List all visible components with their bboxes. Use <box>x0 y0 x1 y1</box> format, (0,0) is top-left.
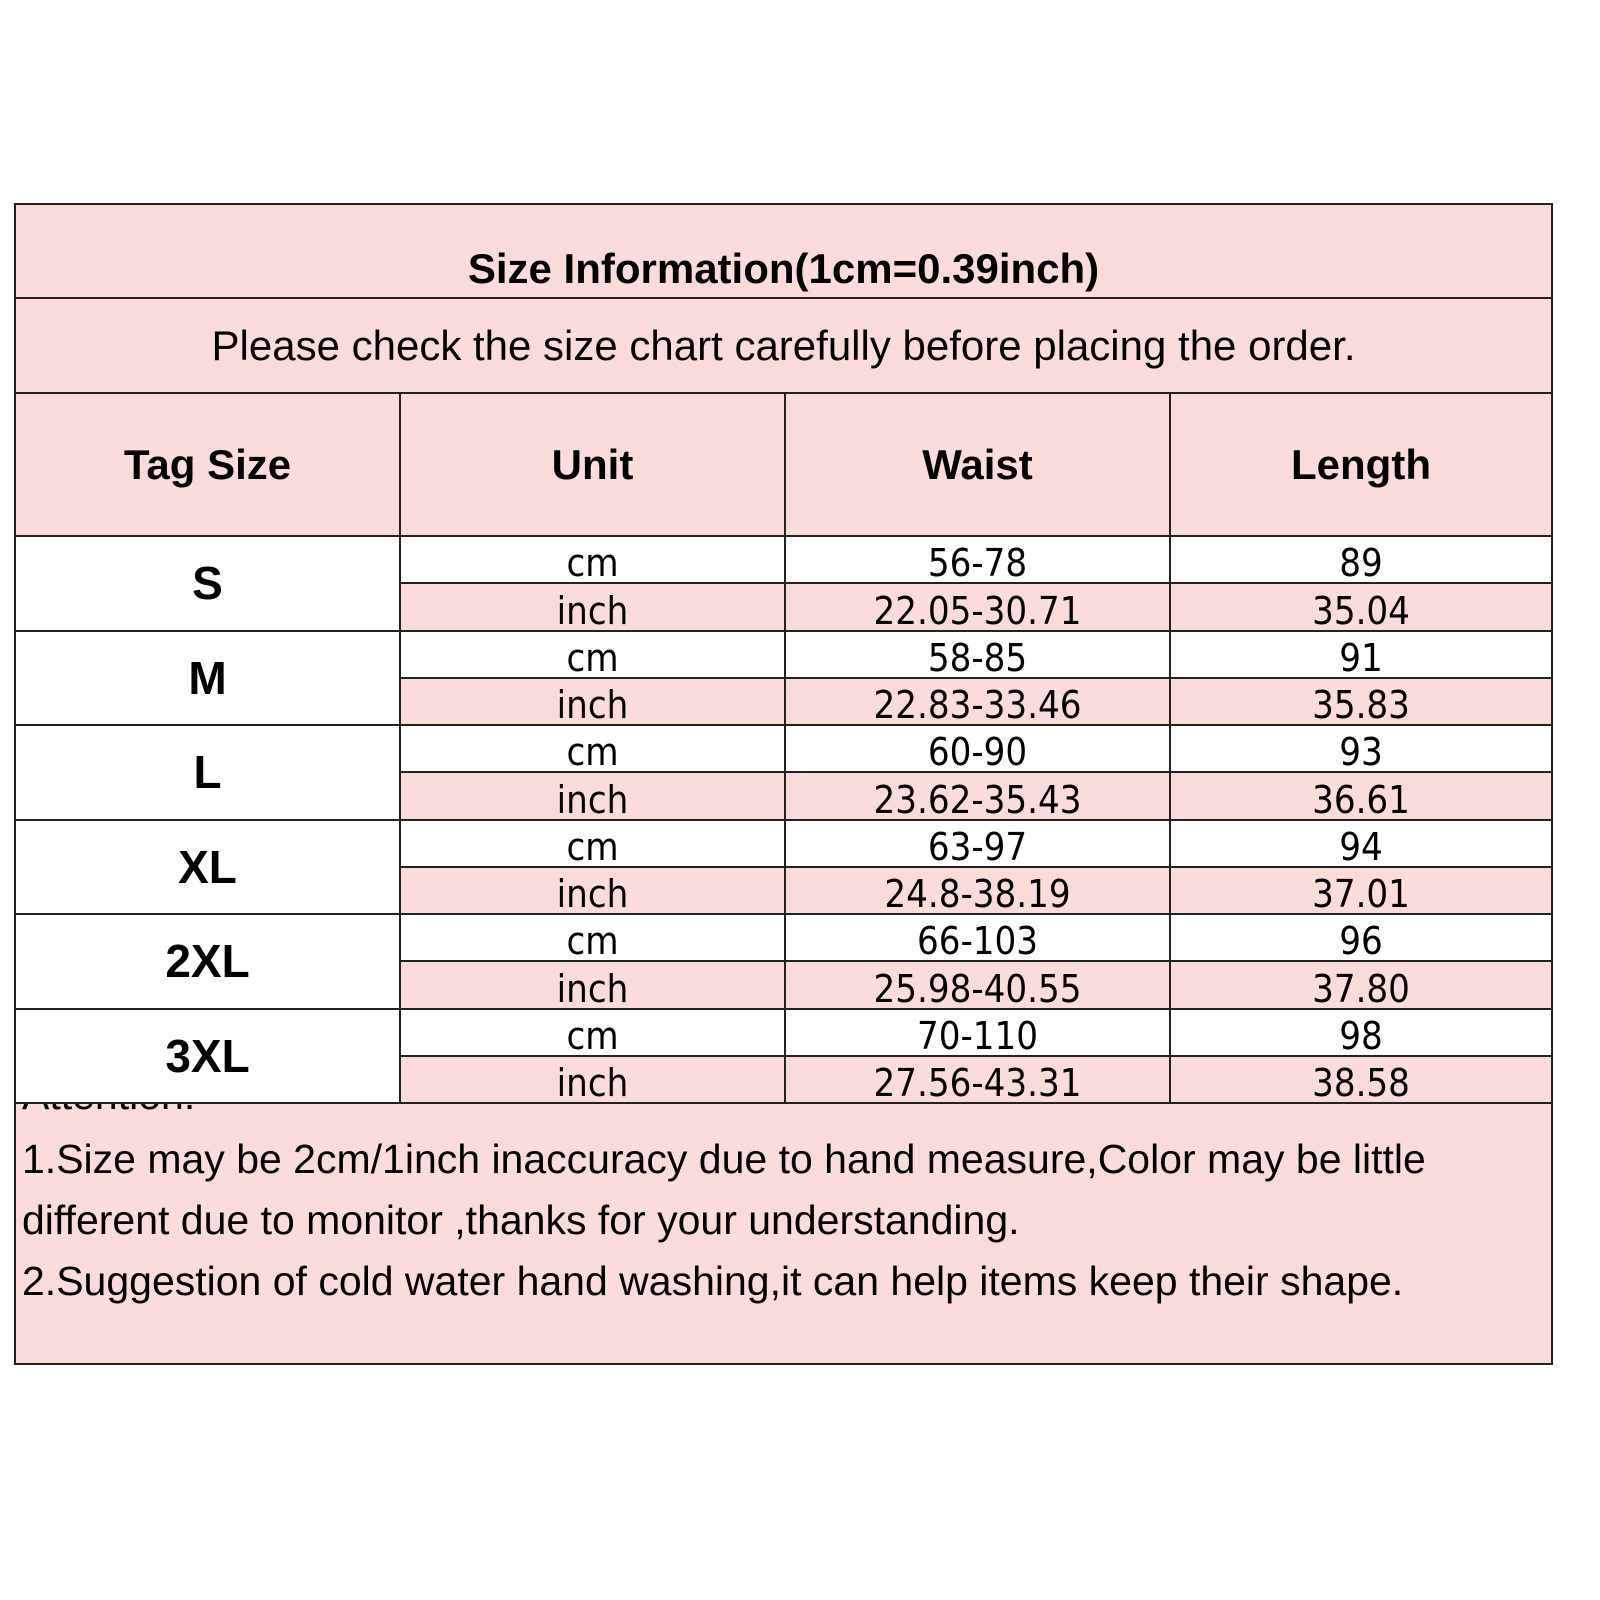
size-row: 3XL cm 70-110 98 inch 27.56-43.31 38.58 <box>16 1009 1551 1104</box>
length-cell: 35.83 <box>1312 683 1410 724</box>
waist-cell: 23.62-35.43 <box>786 773 1171 819</box>
waist-cell: 27.56-43.31 <box>786 1056 1171 1102</box>
waist-cell: 56-78 <box>786 537 1171 583</box>
unit-cell: inch <box>401 867 786 913</box>
table-row-inch: inch 22.05-30.71 35.04 <box>401 584 1551 630</box>
unit-cell: cm <box>401 537 786 583</box>
tag-size: S <box>16 537 401 630</box>
tag-size: XL <box>16 820 401 913</box>
tag-size: M <box>16 631 401 724</box>
unit-cell: inch <box>401 584 786 630</box>
waist-cell: 66-103 <box>786 915 1171 961</box>
size-row: S cm 56-78 89 inch 22.05-30.71 35.04 <box>16 537 1551 632</box>
length-cell: 35.04 <box>1312 588 1410 630</box>
header-unit: Unit <box>401 394 786 535</box>
length-cell: 96 <box>1339 919 1383 961</box>
unit-cell: inch <box>401 962 786 1008</box>
tag-size: L <box>16 726 401 819</box>
length-cell: 38.58 <box>1312 1061 1410 1102</box>
unit-cell: cm <box>401 915 786 961</box>
waist-cell: 22.05-30.71 <box>786 584 1171 630</box>
header-tag-size: Tag Size <box>16 394 401 535</box>
tag-size: 2XL <box>16 915 401 1008</box>
length-cell: 36.61 <box>1312 777 1410 819</box>
unit-cell: inch <box>401 678 786 724</box>
attention-heading: Attention: <box>22 1103 195 1126</box>
length-cell: 91 <box>1339 635 1383 677</box>
table-row-cm: cm 66-103 96 <box>401 915 1551 963</box>
table-row-cm: cm 56-78 89 <box>401 537 1551 585</box>
tag-size: 3XL <box>16 1009 401 1102</box>
header-waist: Waist <box>786 394 1171 535</box>
table-header: Tag Size Unit Waist Length <box>16 394 1551 537</box>
table-row-cm: cm 58-85 91 <box>401 631 1551 679</box>
header-length: Length <box>1291 440 1431 488</box>
table-row-cm: cm 63-97 94 <box>401 820 1551 868</box>
table-row-cm: cm 70-110 98 <box>401 1009 1551 1057</box>
note-item: 2.Suggestion of cold water hand washing,… <box>22 1258 1404 1304</box>
table-row-inch: inch 24.8-38.19 37.01 <box>401 867 1551 913</box>
attention-notes: Attention: 1.Size may be 2cm/1inch inacc… <box>16 1103 1551 1363</box>
waist-cell: 22.83-33.46 <box>786 678 1171 724</box>
table-row-inch: inch 25.98-40.55 37.80 <box>401 962 1551 1008</box>
length-cell: 89 <box>1339 541 1383 583</box>
length-cell: 37.01 <box>1312 872 1410 913</box>
length-cell: 94 <box>1339 824 1383 866</box>
size-row: XL cm 63-97 94 inch 24.8-38.19 37.01 <box>16 820 1551 915</box>
waist-cell: 24.8-38.19 <box>786 867 1171 913</box>
size-table: Tag Size Unit Waist Length S cm 56-78 89… <box>16 394 1551 1104</box>
length-cell: 37.80 <box>1312 966 1410 1008</box>
chart-title: Size Information(1cm=0.39inch) <box>16 205 1551 299</box>
table-row-inch: inch 22.83-33.46 35.83 <box>401 678 1551 724</box>
unit-cell: cm <box>401 726 786 772</box>
unit-cell: cm <box>401 631 786 677</box>
unit-cell: cm <box>401 1009 786 1055</box>
table-row-inch: inch 23.62-35.43 36.61 <box>401 773 1551 819</box>
table-row-inch: inch 27.56-43.31 38.58 <box>401 1056 1551 1102</box>
length-cell: 98 <box>1339 1013 1383 1055</box>
unit-cell: inch <box>401 1056 786 1102</box>
note-item: 1.Size may be 2cm/1inch inaccuracy due t… <box>22 1136 1426 1243</box>
size-row: 2XL cm 66-103 96 inch 25.98-40.55 37.80 <box>16 915 1551 1010</box>
waist-cell: 58-85 <box>786 631 1171 677</box>
unit-cell: cm <box>401 820 786 866</box>
waist-cell: 70-110 <box>786 1009 1171 1055</box>
length-cell: 93 <box>1339 730 1383 772</box>
waist-cell: 63-97 <box>786 820 1171 866</box>
size-row: L cm 60-90 93 inch 23.62-35.43 36.61 <box>16 726 1551 821</box>
size-chart: Size Information(1cm=0.39inch) Please ch… <box>14 203 1553 1365</box>
waist-cell: 60-90 <box>786 726 1171 772</box>
waist-cell: 25.98-40.55 <box>786 962 1171 1008</box>
unit-cell: inch <box>401 773 786 819</box>
table-row-cm: cm 60-90 93 <box>401 726 1551 774</box>
chart-subtitle: Please check the size chart carefully be… <box>16 299 1551 394</box>
size-row: M cm 58-85 91 inch 22.83-33.46 35.83 <box>16 631 1551 726</box>
